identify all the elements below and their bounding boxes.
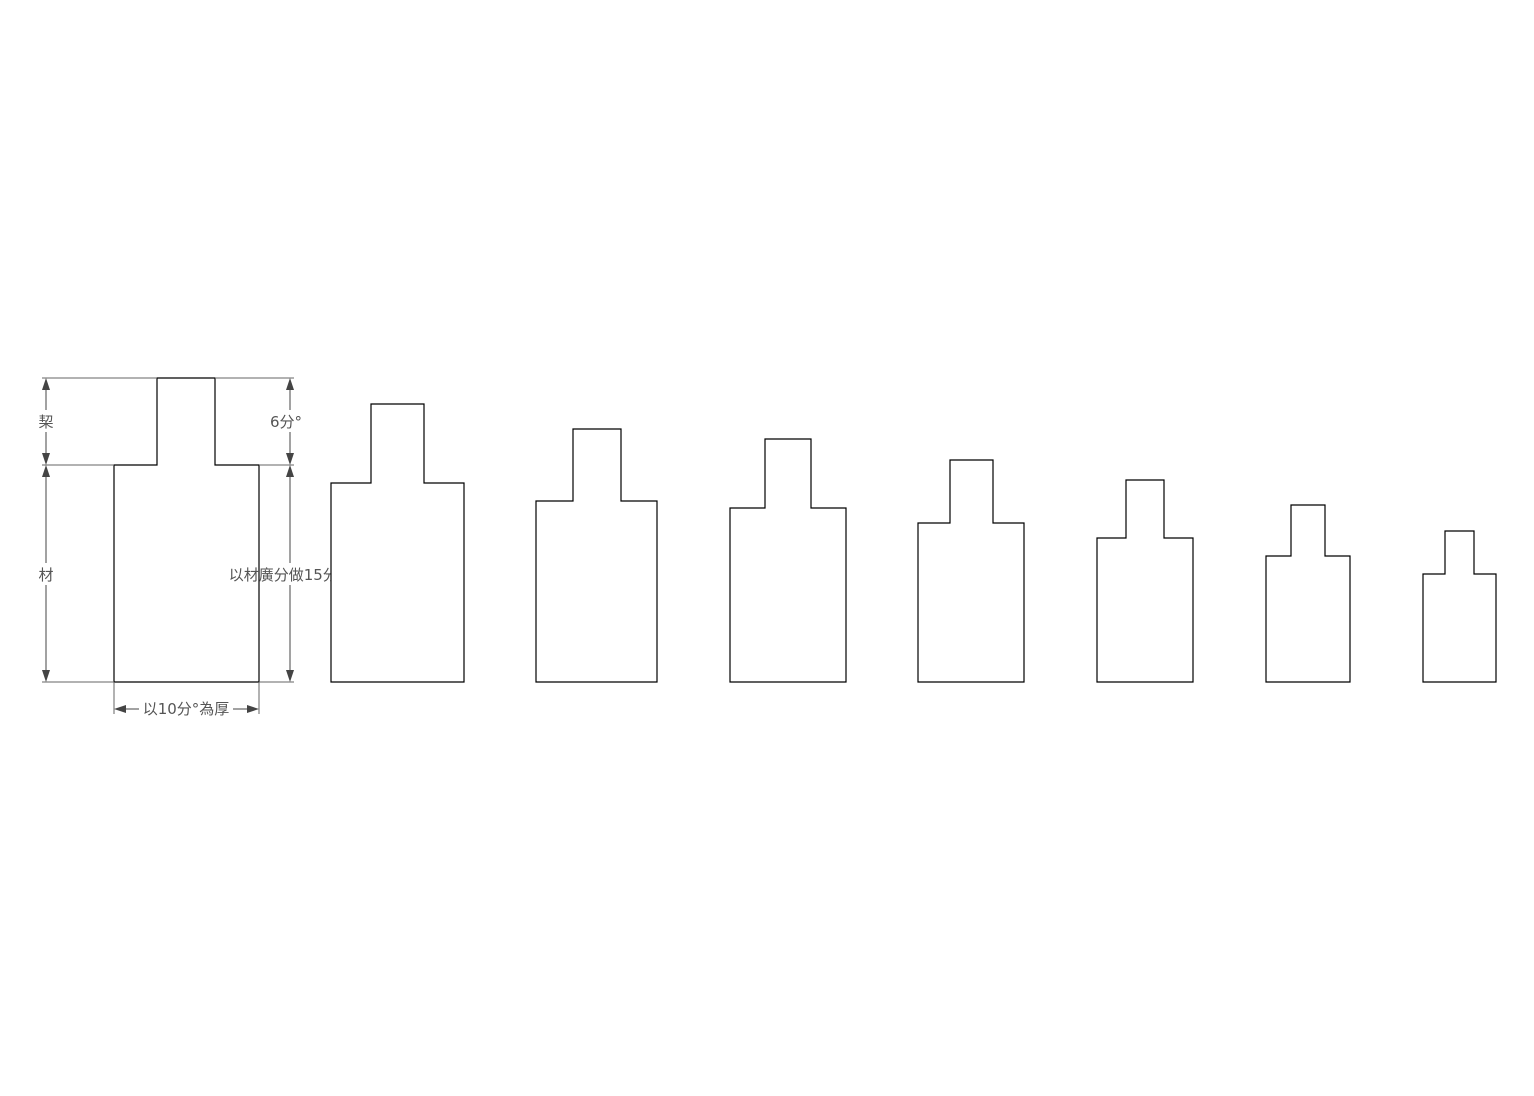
arrow-down-icon	[42, 453, 50, 465]
arrow-down-icon	[42, 670, 50, 682]
cai-qi-shape-2	[330, 403, 465, 683]
six-fen-label: 6分°	[270, 413, 302, 431]
arrow-down-icon	[286, 453, 294, 465]
arrow-right-icon	[247, 705, 259, 713]
cai-qi-shape-6	[1096, 479, 1194, 683]
arrow-up-icon	[42, 378, 50, 390]
cai-qi-shape-5	[917, 459, 1025, 683]
qi-label: 栔	[38, 413, 53, 431]
cai-qi-shape-8	[1422, 530, 1497, 683]
arrow-up-icon	[286, 378, 294, 390]
shape-row	[330, 403, 1497, 683]
width-fifteen-fen-label: 以材廣分做15分°	[229, 566, 346, 584]
cai-label: 材	[38, 566, 53, 584]
arrow-up-icon	[42, 465, 50, 477]
arrow-up-icon	[286, 465, 294, 477]
main-cai-qi-shape	[113, 377, 260, 683]
shape-outline	[113, 377, 260, 683]
arrow-down-icon	[286, 670, 294, 682]
cai-qi-shape-3	[535, 428, 658, 683]
arrow-left-icon	[114, 705, 126, 713]
cai-qi-shape-4	[729, 438, 847, 683]
dimension-annotations: 栔 材 6分° 以材廣分做15分° 以10分°為厚	[38, 377, 346, 718]
cai-qi-shape-7	[1265, 504, 1351, 683]
thickness-ten-fen-label: 以10分°為厚	[143, 700, 230, 718]
